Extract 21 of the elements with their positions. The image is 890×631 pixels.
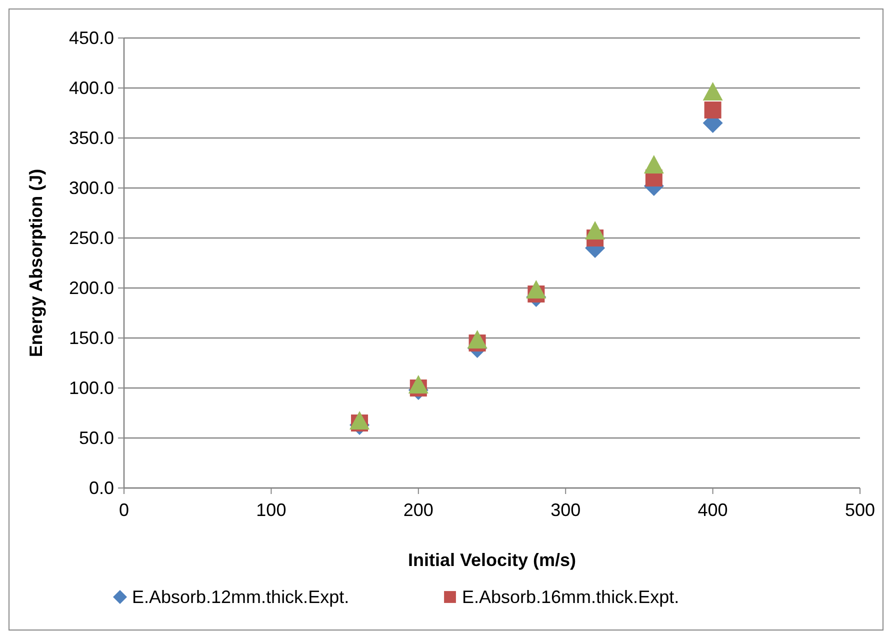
x-tick-label: 0 <box>118 500 130 520</box>
y-tick-label: 350.0 <box>68 128 114 148</box>
y-tick-label: 250.0 <box>68 228 114 248</box>
point <box>704 102 722 118</box>
y-tick-label: 100.0 <box>68 378 114 398</box>
x-tick-label: 500 <box>844 500 876 520</box>
y-tick-label: 0.0 <box>88 478 114 498</box>
y-tick-label: 150.0 <box>68 328 114 348</box>
x-axis-title: Initial Velocity (m/s) <box>408 550 576 570</box>
y-tick-label: 300.0 <box>68 178 114 198</box>
y-axis-title: Energy Absorption (J) <box>26 168 46 358</box>
x-tick-label: 200 <box>403 500 434 520</box>
y-tick-label: 50.0 <box>78 428 114 448</box>
x-tick-label: 100 <box>256 500 286 520</box>
y-tick-label: 450.0 <box>68 28 114 48</box>
y-tick-label: 200.0 <box>68 278 114 298</box>
legend-label: E.Absorb.12mm.thick.Expt. <box>132 587 350 607</box>
x-tick-label: 300 <box>550 500 581 520</box>
y-tick-label: 400.0 <box>68 78 114 98</box>
x-tick-label: 400 <box>698 500 728 520</box>
legend-label: E.Absorb.16mm.thick.Expt. <box>462 587 680 607</box>
